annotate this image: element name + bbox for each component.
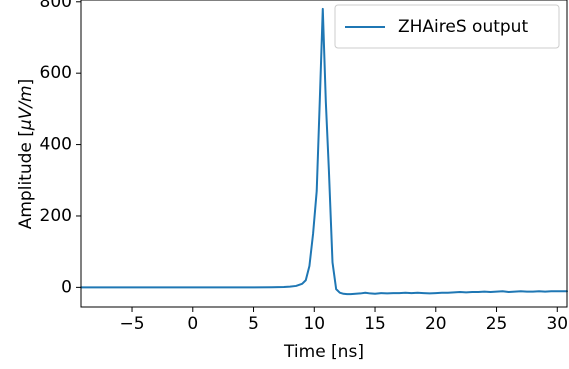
x-tick-label: 5: [248, 314, 259, 334]
y-axis-label: Amplitude [μV/m]: [16, 79, 36, 230]
y-tick-label: 200: [40, 206, 72, 226]
x-tick-label: 0: [187, 314, 198, 334]
x-tick-label: 10: [303, 314, 325, 334]
y-tick-label: 400: [40, 135, 72, 155]
legend-series-label: ZHAireS output: [398, 17, 528, 37]
x-axis-label: Time [ns]: [283, 342, 364, 362]
y-tick-label: 0: [61, 277, 72, 297]
plot-frame: [80, 0, 568, 308]
x-tick-label: 30: [546, 314, 568, 334]
legend: ZHAireS output: [334, 4, 560, 49]
y-tick-label: 800: [40, 0, 72, 12]
x-tick-label: 25: [486, 314, 508, 334]
y-tick-label: 600: [40, 63, 72, 83]
x-tick-label: −5: [119, 314, 144, 334]
series-line-0: [80, 7, 568, 296]
x-tick-label: 20: [425, 314, 447, 334]
x-tick-label: 15: [364, 314, 386, 334]
legend-frame: [334, 4, 560, 49]
svg-text:Amplitude [μV/m]: Amplitude [μV/m]: [16, 79, 36, 230]
